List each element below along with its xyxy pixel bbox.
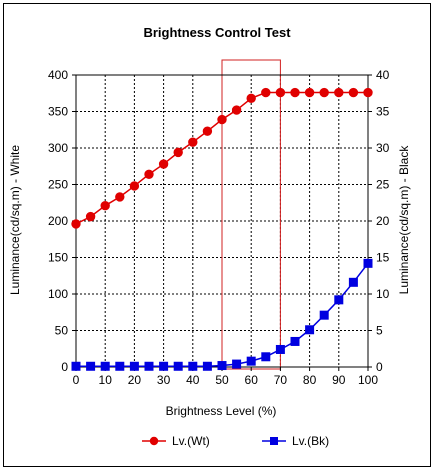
legend-label-1: Lv.(Bk) <box>292 434 329 448</box>
y-right-tick-label: 25 <box>376 178 390 192</box>
y-right-tick-label: 35 <box>376 105 390 119</box>
data-point <box>334 87 344 98</box>
data-point <box>231 105 242 115</box>
data-point <box>319 310 329 320</box>
y-right-tick-label: 10 <box>376 287 390 301</box>
data-point <box>144 361 154 371</box>
data-point <box>173 147 183 158</box>
data-point <box>217 114 227 125</box>
y-axis-right-label: Luminance(cd/sq.m) - Black <box>397 145 411 295</box>
data-point <box>129 181 140 191</box>
y-left-tick-label: 50 <box>55 324 69 338</box>
legend-marker-0 <box>149 436 159 446</box>
data-point <box>261 352 271 362</box>
series-group <box>71 87 373 371</box>
data-point <box>334 295 344 305</box>
x-axis-label: Brightness Level (%) <box>166 404 277 418</box>
data-point <box>261 87 271 98</box>
data-point <box>305 325 315 335</box>
y-axis-left-label: Luminance(cd/sq.m) - White <box>8 145 22 295</box>
data-point <box>100 200 110 211</box>
data-point <box>363 87 373 98</box>
x-tick-label: 80 <box>303 373 317 387</box>
y-right-tick-label: 5 <box>376 324 383 338</box>
axes: 0 10 20 30 40 50 60 70 80 90 100050100150200250300… <box>48 68 390 387</box>
y-right-tick-label: 15 <box>376 251 390 265</box>
y-left-tick-label: 150 <box>48 251 68 265</box>
data-point <box>115 192 125 202</box>
x-tick-label: 70 <box>274 373 288 387</box>
data-point <box>188 361 198 371</box>
y-right-tick-label: 40 <box>376 68 390 82</box>
data-point <box>129 361 139 371</box>
data-point <box>304 87 315 98</box>
y-left-tick-label: 200 <box>48 214 68 228</box>
x-tick-label: 10 <box>99 373 113 387</box>
x-tick-label: 50 <box>215 373 229 387</box>
y-left-tick-label: 0 <box>61 360 68 374</box>
x-tick-label: 40 <box>186 373 200 387</box>
y-left-tick-label: 350 <box>48 105 68 119</box>
data-point <box>275 87 286 98</box>
x-tick-label: 0 <box>73 373 80 387</box>
data-point <box>188 137 198 147</box>
data-point <box>86 361 96 371</box>
data-point <box>232 359 242 369</box>
data-point <box>144 169 154 179</box>
y-right-tick-label: 20 <box>376 214 390 228</box>
data-point <box>319 87 329 98</box>
data-point <box>217 361 227 371</box>
data-point <box>158 159 169 169</box>
data-point <box>173 361 183 371</box>
x-tick-label: 90 <box>332 373 346 387</box>
x-tick-label: 60 <box>245 373 259 387</box>
chart-title: Brightness Control Test <box>143 25 291 40</box>
y-left-tick-label: 100 <box>48 287 68 301</box>
data-point <box>71 361 81 371</box>
data-point <box>246 356 256 366</box>
y-left-tick-label: 400 <box>48 68 68 82</box>
data-point <box>159 361 169 371</box>
data-point <box>100 361 110 371</box>
data-point <box>246 93 256 104</box>
data-point <box>115 361 125 371</box>
x-tick-label: 100 <box>358 373 378 387</box>
data-point <box>363 258 373 268</box>
data-point <box>202 126 213 136</box>
y-right-tick-label: 0 <box>376 360 383 374</box>
data-point <box>71 219 81 229</box>
x-tick-label: 30 <box>157 373 171 387</box>
x-tick-label: 20 <box>128 373 142 387</box>
legend: Lv.(Wt) Lv.(Bk) <box>142 434 329 448</box>
data-point <box>290 336 300 346</box>
y-right-tick-label: 30 <box>376 141 390 155</box>
data-point <box>348 277 358 287</box>
y-left-tick-label: 300 <box>48 141 68 155</box>
data-point <box>275 344 285 354</box>
y-left-tick-label: 250 <box>48 178 68 192</box>
legend-marker-1 <box>270 437 278 445</box>
data-point <box>348 87 359 98</box>
data-point <box>202 361 212 371</box>
data-point <box>290 87 300 98</box>
data-point <box>85 211 96 222</box>
legend-label-0: Lv.(Wt) <box>172 434 210 448</box>
